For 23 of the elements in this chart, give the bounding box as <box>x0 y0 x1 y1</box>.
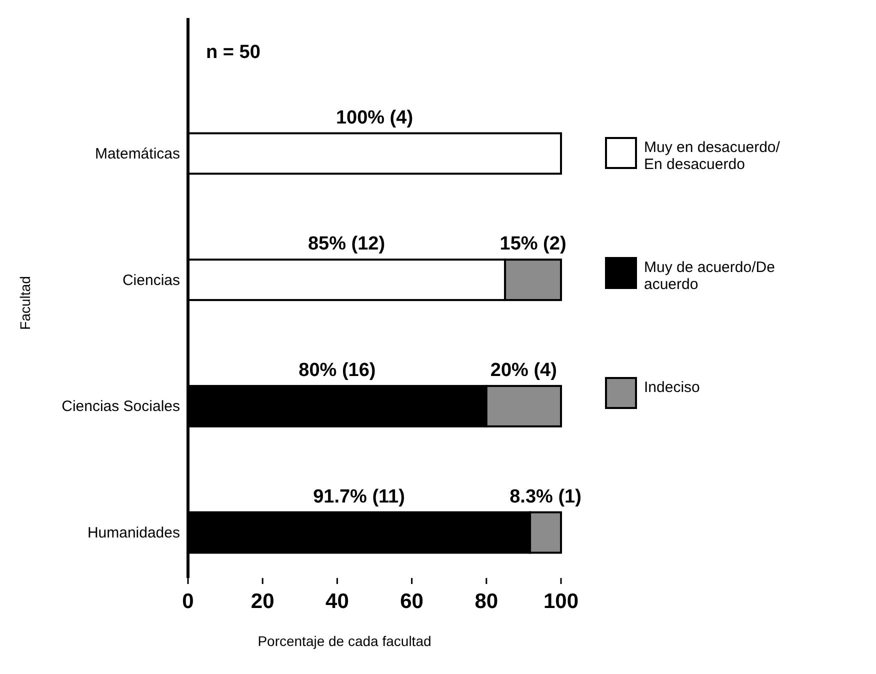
y-axis-title: Facultad <box>17 276 33 330</box>
data-label: 80% (16) <box>298 360 376 381</box>
data-label: 85% (12) <box>308 234 386 255</box>
legend-label: Muy en desacuerdo/ En desacuerdo <box>644 139 784 173</box>
x-tick-label: 100 <box>543 590 579 613</box>
x-tick-label: 40 <box>326 590 349 613</box>
legend-label: Muy de acuerdo/De acuerdo <box>644 259 780 293</box>
x-tick-label: 60 <box>400 590 424 613</box>
x-tick-label: 0 <box>182 590 194 613</box>
y-tick-label: Ciencias Sociales <box>62 398 180 416</box>
y-tick-label: Matemáticas <box>94 145 180 162</box>
data-label: 15% (2) <box>500 234 566 255</box>
y-tick-label: Humanidades <box>87 524 180 542</box>
data-label: 8.3% (1) <box>510 486 582 508</box>
x-tick-label: 20 <box>250 590 274 613</box>
y-tick-label: Ciencias <box>122 272 180 289</box>
data-label: 91.7% (11) <box>313 486 405 508</box>
x-tick-label: 80 <box>474 590 498 613</box>
legend-label: Indeciso <box>644 379 700 396</box>
x-axis-title: Porcentaje de cada facultad <box>258 633 432 649</box>
data-label: 20% (4) <box>490 360 557 381</box>
data-label: 100% (4) <box>336 107 414 128</box>
annotation: n = 50 <box>206 42 260 63</box>
